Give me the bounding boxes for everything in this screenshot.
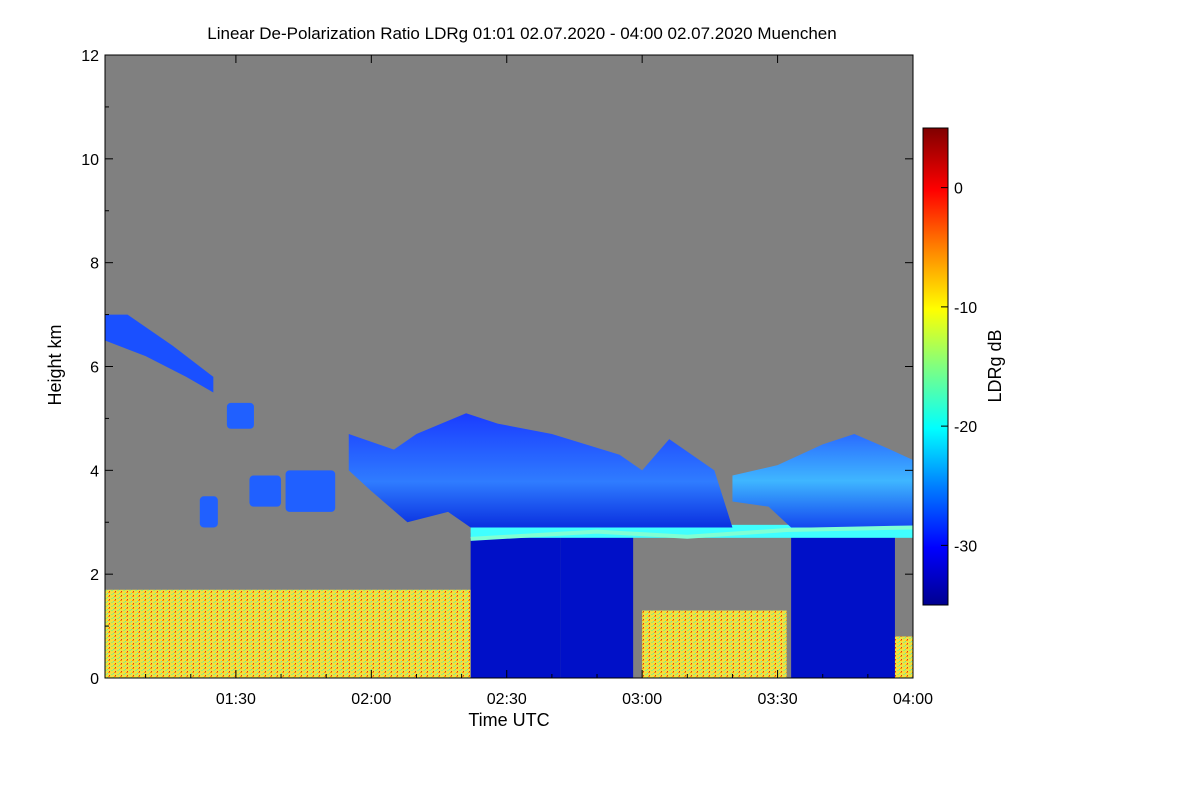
y-tick-label: 4 [90, 463, 99, 480]
x-tick-label: 02:00 [351, 691, 391, 708]
x-tick-label: 01:30 [216, 691, 256, 708]
chart-title: Linear De-Polarization Ratio LDRg 01:01 … [207, 24, 836, 43]
x-tick-label: 03:00 [622, 691, 662, 708]
y-tick-label: 0 [90, 671, 99, 688]
feature-ice-cloud-mid [348, 413, 733, 528]
colorbar-tick-label: -20 [954, 419, 977, 436]
colorbar-tick-label: -10 [954, 300, 977, 317]
ice-patch [199, 496, 218, 528]
feature-rain-column-1 [470, 532, 561, 678]
feature-boundary-layer-right [642, 610, 787, 678]
x-tick-label: 03:30 [758, 691, 798, 708]
colorbar [922, 127, 949, 606]
data-layer [105, 314, 913, 678]
x-axis: 01:30 02:00 02:30 03:00 03:30 04:00 [145, 55, 933, 708]
y-axis: 0 2 4 6 8 10 12 [81, 48, 913, 688]
feature-rain-column-3 [791, 532, 895, 678]
colorbar-tick-label: -30 [954, 538, 977, 555]
x-tick-label: 02:30 [487, 691, 527, 708]
ice-patch [226, 402, 254, 429]
y-tick-label: 10 [81, 152, 99, 169]
feature-rain-column-2 [560, 532, 634, 678]
feature-ice-cloud-upper [105, 314, 214, 393]
x-axis-label: Time UTC [468, 710, 549, 730]
colorbar-label: LDRg dB [985, 329, 1005, 402]
feature-ice-cloud-right [732, 433, 913, 528]
y-tick-label: 12 [81, 48, 99, 65]
y-axis-label: Height km [45, 324, 65, 405]
ice-patch [285, 470, 336, 512]
ice-patch [249, 475, 282, 507]
y-tick-label: 8 [90, 256, 99, 273]
melting-layer-line [470, 525, 913, 541]
feature-boundary-layer-left [105, 589, 471, 678]
y-tick-label: 2 [90, 567, 99, 584]
colorbar-tick-label: 0 [954, 181, 963, 198]
colorbar-ticks: 0 -10 -20 -30 [941, 181, 977, 555]
x-tick-label: 04:00 [893, 691, 933, 708]
y-tick-label: 6 [90, 360, 99, 377]
